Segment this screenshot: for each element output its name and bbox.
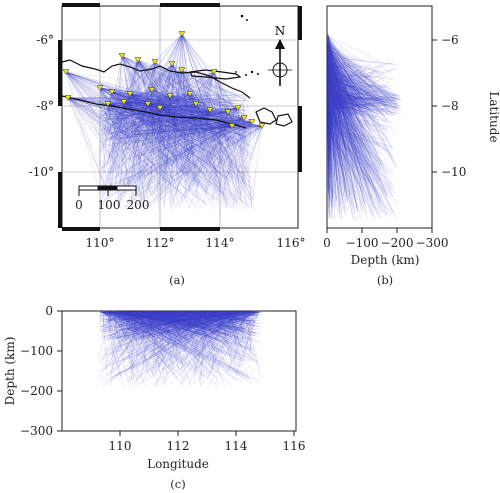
seismic-station-marker <box>151 59 159 65</box>
seismic-station-marker <box>148 87 156 93</box>
map-islands <box>235 14 259 76</box>
caption-a: (a) <box>169 273 185 287</box>
panel-b-frame <box>326 5 433 229</box>
depth-tick-200: −200 <box>381 236 414 250</box>
depth-tick-c-300: −300 <box>20 424 53 438</box>
seismic-station-marker <box>144 101 152 107</box>
latitude-tick-8: −8 <box>441 99 459 113</box>
depth-tick-c-100: −100 <box>20 344 53 358</box>
seismic-station-marker <box>156 105 164 111</box>
longitude-depth-ray-paths <box>98 311 263 387</box>
map-coastline <box>61 59 293 129</box>
latitude-tick-6: −6 <box>441 33 459 47</box>
seismic-station-marker <box>178 67 186 73</box>
seismic-station-marker <box>192 101 200 107</box>
lat-tick-6: -6° <box>36 33 54 47</box>
seismic-station-marker <box>240 115 248 121</box>
seismic-station-marker <box>64 95 72 101</box>
seismic-station-marker <box>186 91 194 97</box>
scale-label-0: 0 <box>75 198 83 212</box>
seismic-station-marker <box>248 119 256 125</box>
seismic-station-marker <box>96 85 104 91</box>
panel-b-ylabel: Latitude <box>487 91 500 142</box>
panel-c-xlabel: Longitude <box>147 457 209 471</box>
lat-tick-10: -10° <box>29 165 54 179</box>
lon-tick-116: 116° <box>277 236 306 250</box>
seismic-station-marker <box>178 31 186 37</box>
depth-tick-c-200: −200 <box>20 384 53 398</box>
seismic-station-marker <box>224 109 232 115</box>
lon-tick-110: 110° <box>86 236 115 250</box>
seismic-station-marker <box>134 57 142 63</box>
panel-b-xlabel: Depth (km) <box>351 253 420 267</box>
panel-c-frame <box>61 310 297 432</box>
north-arrow: N <box>268 24 292 86</box>
seismic-station-marker <box>210 69 218 75</box>
depth-tick-0: 0 <box>323 236 331 250</box>
map-border-ticks <box>58 3 302 231</box>
seismic-station-marker <box>166 93 174 99</box>
seismic-station-marker <box>104 101 112 107</box>
lat-tick-8: -8° <box>36 99 54 113</box>
caption-c: (c) <box>170 477 185 491</box>
seismic-station-marker <box>62 69 70 75</box>
panel-c-depth-longitude: 0 −100 −200 −300 110 112 114 116 Longitu… <box>3 304 305 491</box>
panel-b-depth-latitude: 0 −100 −200 −300 −6 −8 −10 Depth (km) La… <box>323 5 500 287</box>
panel-a-map: N 0 100 200 -6° -8° -10° 110° 112° 114° … <box>29 3 306 287</box>
latitude-depth-ray-paths <box>327 34 402 221</box>
depth-tick-100: −100 <box>346 236 379 250</box>
panel-c-ylabel: Depth (km) <box>3 337 17 406</box>
lon-tick-114: 114° <box>206 236 235 250</box>
caption-b: (b) <box>377 273 393 287</box>
scale-label-200: 200 <box>127 198 150 212</box>
seismic-station-marker <box>206 107 214 113</box>
north-label: N <box>275 24 286 38</box>
lon-tick-c-116: 116 <box>283 439 306 453</box>
latitude-tick-10: −10 <box>441 165 466 179</box>
seismic-station-marker <box>258 123 266 129</box>
seismic-station-marker <box>118 53 126 59</box>
seismic-station-marker <box>168 61 176 67</box>
map-graticule <box>62 6 298 228</box>
lon-tick-c-112: 112 <box>167 439 190 453</box>
depth-tick-300: −300 <box>416 236 449 250</box>
seismic-station-marker <box>108 89 116 95</box>
lon-tick-c-114: 114 <box>225 439 248 453</box>
seismic-station-marker <box>120 99 128 105</box>
seismic-station-marker <box>228 123 236 129</box>
map-stations <box>62 31 266 129</box>
seismic-station-marker <box>234 105 242 111</box>
lon-tick-c-110: 110 <box>109 439 132 453</box>
depth-tick-c-0: 0 <box>45 304 53 318</box>
scale-bar: 0 100 200 <box>75 185 150 212</box>
lon-tick-112: 112° <box>146 236 175 250</box>
scale-label-100: 100 <box>98 198 121 212</box>
seismic-station-marker <box>126 91 134 97</box>
